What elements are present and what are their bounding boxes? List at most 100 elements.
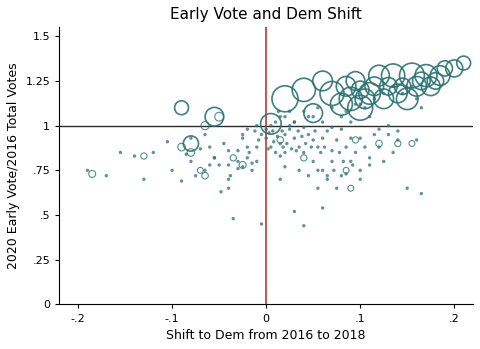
Point [361,144,369,150]
Point [295,168,303,173]
Point [356,135,364,141]
Point [196,168,204,173]
Point [328,125,336,130]
Point [309,110,317,116]
Point [389,83,397,89]
Point [140,177,148,182]
Point [243,144,251,150]
Point [408,83,416,89]
Point [300,223,308,229]
Point [168,168,176,173]
Point [403,96,411,102]
Point [274,134,281,139]
Point [328,148,336,154]
Point [211,155,218,161]
Point [300,150,308,155]
Point [211,114,218,119]
Point [460,60,468,66]
Point [196,146,204,152]
Point [305,173,312,178]
Point [239,132,247,138]
Point [263,135,270,141]
Point [225,185,232,191]
Point [342,83,350,89]
Point [88,171,96,177]
Point [117,150,124,155]
Point [234,158,242,164]
Point [422,73,430,79]
Point [413,137,420,143]
Point [324,177,331,182]
Point [276,177,284,182]
Point [389,73,397,79]
Point [450,66,458,71]
Point [418,191,425,196]
Point [187,141,195,146]
Point [347,135,355,141]
Point [319,168,326,173]
Point [255,137,263,143]
Point [413,83,420,89]
Point [281,96,289,102]
Title: Early Vote and Dem Shift: Early Vote and Dem Shift [170,7,362,22]
Point [418,105,425,111]
Point [413,96,420,102]
Point [366,162,373,168]
Point [375,141,383,146]
Point [352,102,360,107]
Point [361,105,369,111]
Point [333,137,340,143]
Point [229,155,237,161]
Point [227,173,234,178]
Point [279,144,287,150]
Point [300,125,308,130]
Point [234,148,242,154]
Point [243,126,251,132]
Point [347,158,355,164]
Point [339,158,347,164]
Point [305,114,312,119]
Point [206,144,214,150]
Point [384,83,392,89]
Point [245,150,253,155]
Point [201,173,209,178]
Point [342,144,350,150]
Point [336,150,343,155]
Point [272,150,279,155]
Point [356,105,364,111]
Point [234,166,242,171]
Point [182,151,190,157]
Point [394,128,402,134]
Point [149,150,157,155]
Point [375,73,383,79]
Point [178,178,185,184]
Point [298,134,306,139]
Point [225,148,232,154]
Point [394,141,402,146]
Point [328,91,336,96]
Point [380,158,387,164]
Point [337,102,345,107]
Point [380,91,387,96]
Point [309,158,317,164]
Point [290,119,298,125]
Point [211,155,218,161]
Point [281,114,289,119]
Point [408,141,416,146]
Point [140,153,148,159]
Point [352,150,360,155]
Point [253,123,261,128]
Point [269,128,276,134]
Point [337,126,345,132]
Point [380,96,387,102]
Point [319,135,326,141]
Point [243,155,251,161]
Point [333,185,340,191]
Point [225,162,232,168]
Point [384,123,392,128]
Point [371,132,378,138]
Point [342,171,350,177]
Point [281,164,289,170]
Point [201,123,209,128]
Point [337,173,345,178]
